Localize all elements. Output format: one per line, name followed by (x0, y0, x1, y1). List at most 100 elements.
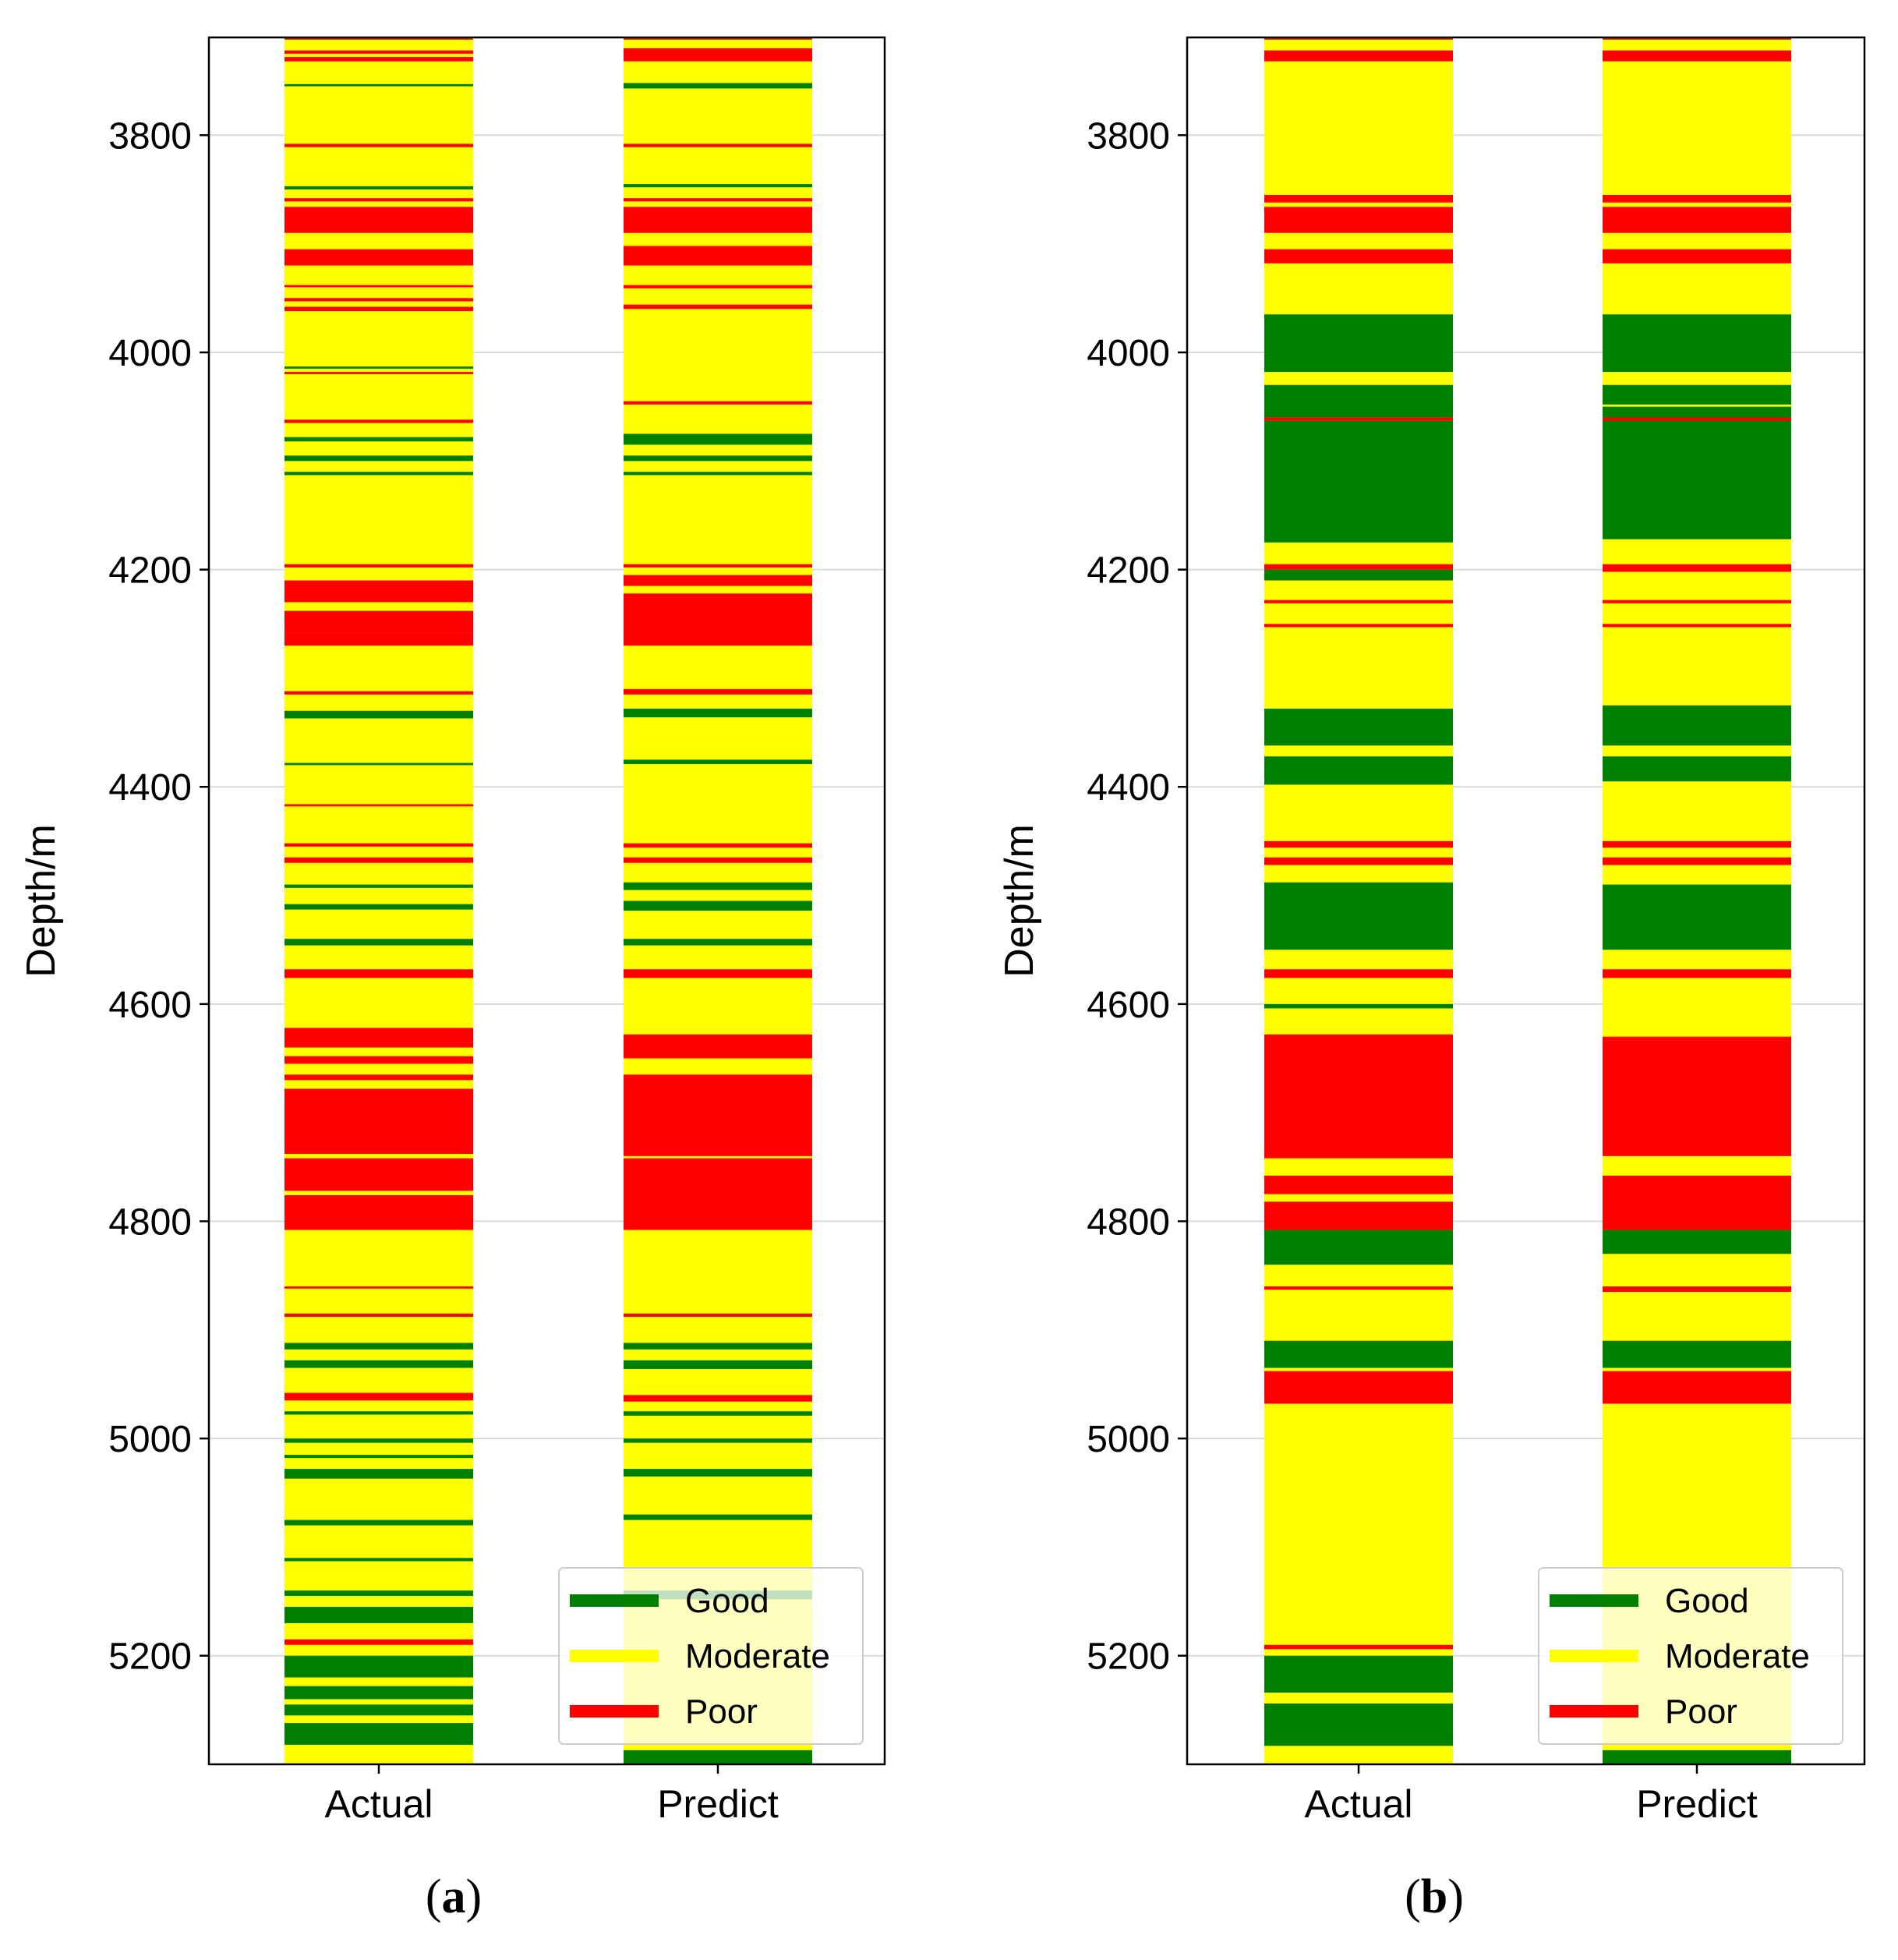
panel-label-a: (a) (425, 1870, 482, 1923)
strip-predict-band-good (624, 1469, 812, 1477)
strip-predict-band-good (624, 1438, 812, 1443)
strip-actual-band-good (1264, 882, 1453, 950)
strip-actual-band-good (285, 1360, 473, 1368)
strip-predict-band-poor (624, 48, 812, 62)
y-tick-label-4400: 4400 (108, 767, 192, 808)
strip-predict-band-poor (624, 843, 812, 848)
strip-predict-band-poor (624, 37, 812, 40)
strip-actual-band-poor (285, 857, 473, 863)
strip-predict-band-poor (1603, 1286, 1791, 1293)
y-tick-label-4000: 4000 (1087, 333, 1170, 374)
y-tick-label-4800: 4800 (1087, 1201, 1170, 1243)
strip-predict-band-poor (1603, 249, 1791, 264)
strip-actual-band-poor (1264, 969, 1453, 978)
strip-actual-band-poor (285, 1074, 473, 1081)
strip-predict-band-good (624, 1343, 812, 1350)
y-tick-label-4600: 4600 (1087, 985, 1170, 1026)
strip-predict-band-good (624, 83, 812, 89)
strip-predict-band-poor (624, 1313, 812, 1318)
strip-actual-band-poor (1264, 194, 1453, 203)
strip-actual-band-poor (285, 1056, 473, 1064)
strip-predict-band-poor (624, 593, 812, 646)
strip-predict-band-poor (1603, 624, 1791, 628)
y-tick-label-4200: 4200 (108, 550, 192, 592)
strip-actual-band-poor (285, 632, 473, 646)
legend-label-good: Good (685, 1582, 769, 1620)
strip-actual-band-good (285, 1607, 473, 1623)
strip-predict-band-good (1603, 314, 1791, 373)
strip-predict-band-good (1603, 756, 1791, 782)
strip-predict-band-poor (624, 1158, 812, 1230)
strip-actual-band-poor (285, 1313, 473, 1318)
strip-actual-band-poor (1264, 1175, 1453, 1194)
strip-actual-band-good (1264, 314, 1453, 373)
x-tick-label-actual: Actual (325, 1782, 433, 1826)
axes-frame (1186, 36, 1866, 1766)
strip-actual-band-good (285, 939, 473, 946)
y-axis-label: Depth/m (19, 824, 64, 978)
strip-actual-band-good (1264, 756, 1453, 785)
strip-actual-band-good (285, 1686, 473, 1700)
strip-actual-band-poor (1264, 1034, 1453, 1159)
y-tick-label-4200: 4200 (1087, 550, 1170, 592)
strip-actual-band-poor (1264, 50, 1453, 62)
strip-predict-band-poor (624, 564, 812, 568)
strip-predict-band-poor (624, 969, 812, 978)
strip-actual-band-poor (285, 1639, 473, 1645)
legend-label-good: Good (1665, 1582, 1749, 1620)
strip-actual-band-good (1264, 1003, 1453, 1009)
strip-predict-band-poor (1603, 857, 1791, 865)
strip-actual-band-good (1264, 569, 1453, 581)
strip-actual-band-good (285, 83, 473, 87)
strip-actual-band-poor (285, 580, 473, 603)
strip-predict-band-poor (624, 1074, 812, 1156)
strip-actual-band-poor (285, 207, 473, 233)
strip-actual-band-poor (285, 298, 473, 302)
strip-actual-band-poor (285, 804, 473, 807)
strip-actual-band-good (285, 186, 473, 190)
strip-predict-band-poor (624, 688, 812, 695)
panel-b: 3800 4000 4200 4400 4600 4800 5000 5200 Depth/m A… (997, 36, 1866, 1826)
panel-a: 3800 4000 4200 4400 4600 4800 5000 5200 Depth/m A… (19, 36, 886, 1826)
y-tick-label-3800: 3800 (108, 115, 192, 157)
strip-predict-band-good (624, 455, 812, 462)
strip-predict-band-poor (624, 857, 812, 863)
strip-predict-band-good (1603, 1749, 1791, 1764)
strip-predict-band-good (624, 900, 812, 911)
y-tick-label-5200: 5200 (108, 1636, 192, 1678)
strip-actual-band-good (285, 1590, 473, 1597)
strip-actual-band-poor (285, 37, 473, 40)
strip-predict-band-poor (1603, 194, 1791, 203)
strip-actual-band-poor (285, 969, 473, 978)
strip-predict-band-good (1603, 1229, 1791, 1254)
legend-box (558, 1567, 864, 1745)
strip-actual-band-poor (1264, 840, 1453, 848)
strip-actual-band-poor (1264, 249, 1453, 264)
strip-predict-band-good (624, 708, 812, 718)
strip-actual-band-good (285, 437, 473, 442)
y-tick-label-4600: 4600 (108, 985, 192, 1026)
strip-predict-band-poor (1603, 969, 1791, 978)
axes-frame (207, 36, 886, 1766)
strip-actual-band-good (285, 762, 473, 766)
strip-predict-band-good (624, 1360, 812, 1369)
legend-label-moderate: Moderate (685, 1637, 830, 1675)
legend-box (1538, 1567, 1843, 1745)
strip-predict-band-good (624, 882, 812, 890)
strip-actual-band-poor (1264, 1201, 1453, 1230)
strip-predict-band-good (624, 1749, 812, 1764)
strip-predict-band-good (1603, 705, 1791, 746)
strip-actual-band-good (1264, 420, 1453, 543)
strip-predict-band-good (624, 1514, 812, 1520)
strip-predict-band-poor (1603, 50, 1791, 62)
strip-actual-band-good (285, 1558, 473, 1562)
strip-actual-band-poor (1264, 1286, 1453, 1290)
y-tick-label-4800: 4800 (108, 1201, 192, 1243)
strip-actual-band-good (285, 1343, 473, 1350)
strip-predict-band-poor (1603, 1036, 1791, 1156)
strip-predict-band-poor (624, 1395, 812, 1402)
y-tick-label-4000: 4000 (108, 333, 192, 374)
strip-actual-band-good (285, 1520, 473, 1526)
strip-actual-band-poor (1264, 417, 1453, 421)
